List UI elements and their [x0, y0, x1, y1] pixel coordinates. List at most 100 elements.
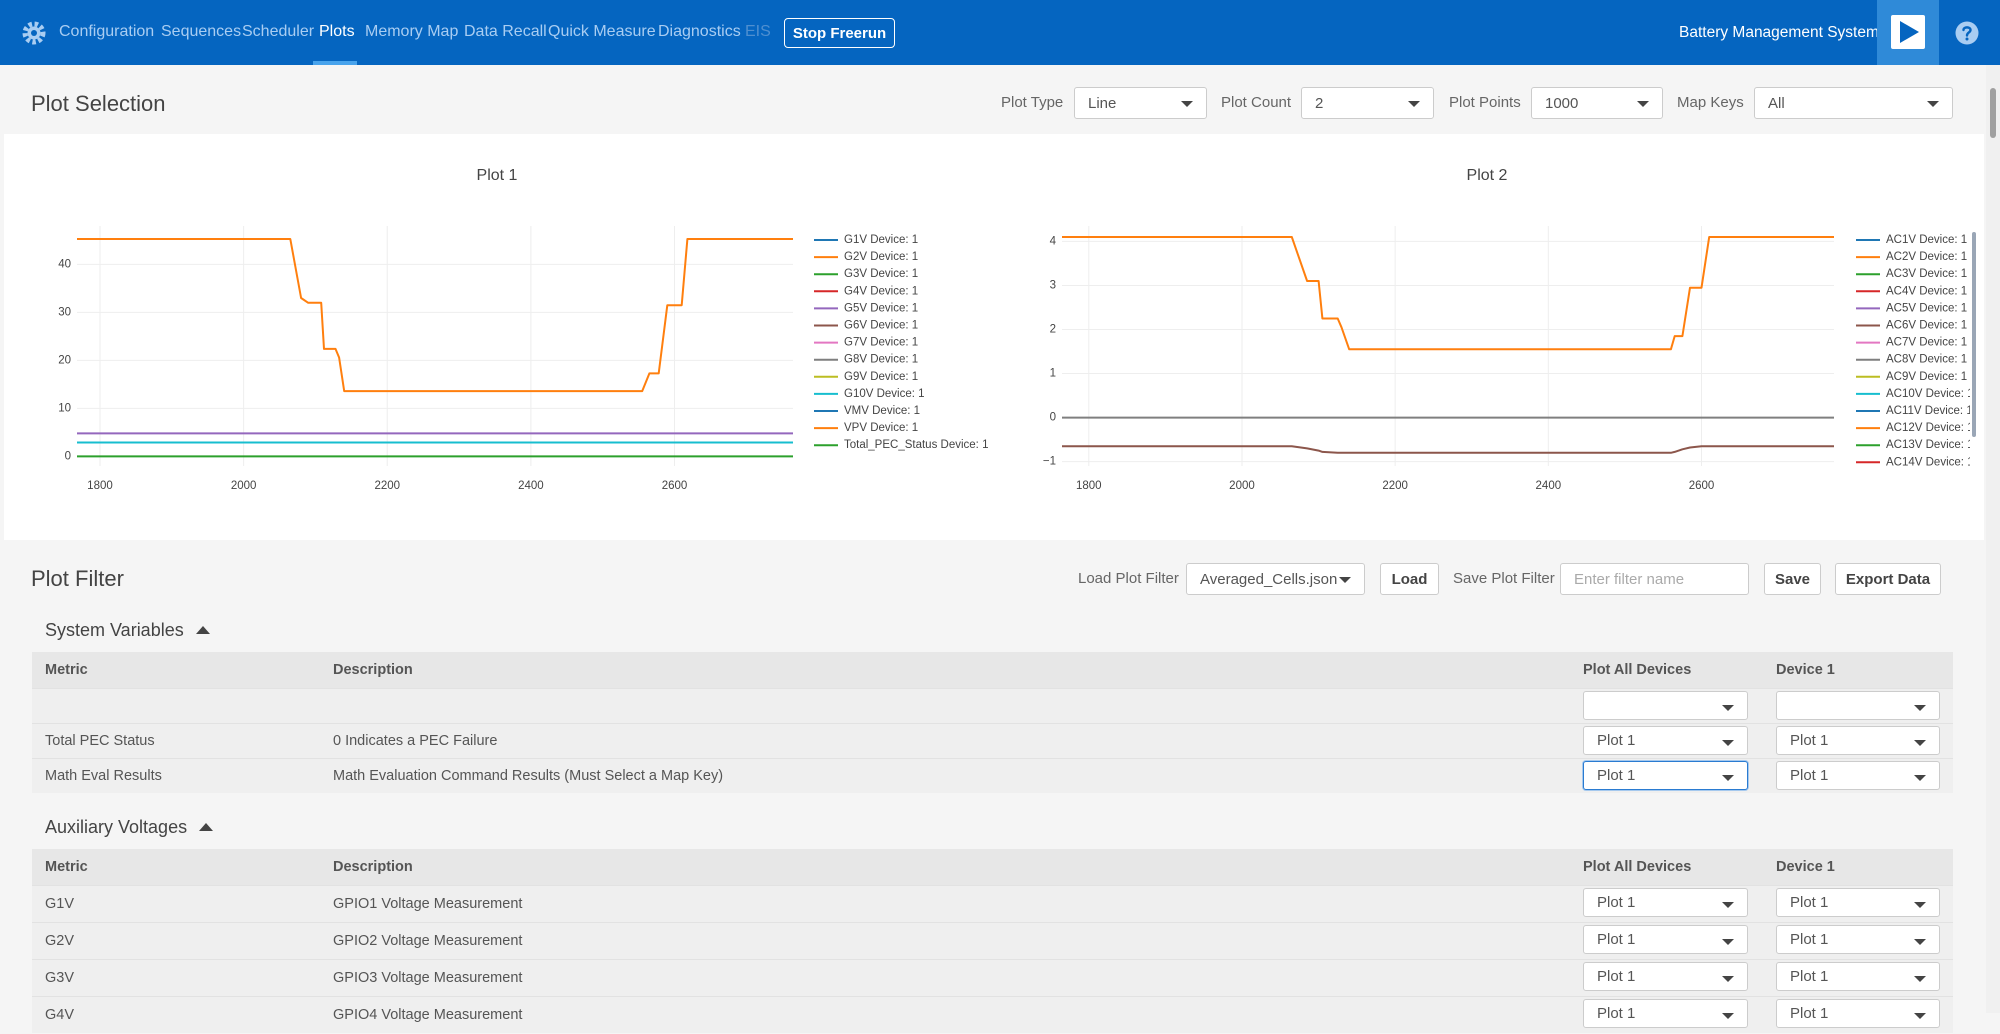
plot-select[interactable]: Plot 1 [1776, 726, 1940, 755]
control-label: Save Plot Filter [1453, 570, 1555, 587]
plot-select[interactable]: Plot 1 [1583, 925, 1748, 954]
legend-label: AC11V Device: 1 [1886, 405, 1970, 417]
metric: Total PEC Status [45, 733, 155, 749]
x-tick-label: 2400 [1536, 480, 1562, 492]
filter-name-input[interactable]: Enter filter name [1560, 563, 1749, 595]
plot-select[interactable] [1776, 691, 1940, 720]
legend-label: G9V Device: 1 [844, 371, 918, 383]
legend-label: Total_PEC_Status Device: 1 [844, 439, 988, 451]
help-icon[interactable] [1954, 20, 1980, 46]
column-header: Device 1 [1776, 662, 1835, 678]
legend-label: G8V Device: 1 [844, 354, 918, 366]
legend-label: G3V Device: 1 [844, 268, 918, 280]
section-title[interactable]: Auxiliary Voltages [45, 817, 187, 838]
column-header: Metric [45, 662, 88, 678]
legend-label: AC2V Device: 1 [1886, 251, 1967, 263]
table: MetricDescriptionPlot All DevicesDevice … [32, 652, 1953, 793]
load-button[interactable]: Load [1380, 563, 1439, 595]
y-tick-label: 20 [58, 354, 71, 366]
plot-select[interactable]: Plot 1 [1776, 888, 1940, 917]
legend-label: AC3V Device: 1 [1886, 268, 1967, 280]
plot-select[interactable]: Plot 1 [1583, 999, 1748, 1028]
control-label: Plot Type [1001, 94, 1063, 111]
legend-label: G4V Device: 1 [844, 285, 918, 297]
nav-item[interactable]: Plots [319, 23, 355, 41]
plot-select[interactable]: Plot 1 [1583, 726, 1748, 755]
map-keys-select[interactable]: All [1754, 87, 1953, 119]
plot-select[interactable] [1583, 691, 1748, 720]
legend-label: G7V Device: 1 [844, 337, 918, 349]
save-button[interactable]: Save [1764, 563, 1821, 595]
stop-button[interactable]: Stop Freerun [784, 18, 895, 48]
collapse-arrow[interactable] [199, 823, 213, 831]
run-button[interactable] [1877, 0, 1939, 65]
scrollbar-thumb[interactable] [1990, 88, 1996, 138]
control-label: Load Plot Filter [1078, 570, 1179, 587]
plot-count-select[interactable]: 2 [1301, 87, 1434, 119]
nav-item[interactable]: Sequences [161, 23, 241, 41]
plot-select[interactable]: Plot 1 [1583, 962, 1748, 991]
plot-select[interactable]: Plot 1 [1776, 925, 1940, 954]
plot-select[interactable]: Plot 1 [1583, 761, 1748, 790]
run-icon [1877, 0, 1939, 65]
x-tick-label: 1800 [87, 480, 113, 492]
legend-label: AC5V Device: 1 [1886, 302, 1967, 314]
legend-label: AC10V Device: 1 [1886, 388, 1970, 400]
legend-scrollbar[interactable] [1972, 232, 1976, 437]
nav-item[interactable]: Memory Map [365, 23, 458, 41]
plot-select[interactable]: Plot 1 [1776, 962, 1940, 991]
section-title[interactable]: System Variables [45, 620, 184, 641]
settings-icon[interactable] [21, 20, 47, 46]
plot-type-select[interactable]: Line [1074, 87, 1207, 119]
plot-select[interactable]: Plot 1 [1583, 888, 1748, 917]
section-title: Plot Filter [31, 566, 124, 592]
top-nav: Configuration Sequences Scheduler Plots … [0, 0, 2000, 65]
description: GPIO3 Voltage Measurement [333, 970, 522, 986]
x-tick-label: 2000 [231, 480, 257, 492]
plot-select[interactable]: Plot 1 [1776, 761, 1940, 790]
plot-select[interactable]: Plot 1 [1776, 999, 1940, 1028]
export-button[interactable]: Export Data [1835, 563, 1941, 595]
nav-item[interactable]: Data Recall [464, 23, 547, 41]
x-tick-label: 2600 [1689, 480, 1715, 492]
y-tick-label: 40 [58, 258, 71, 270]
plot-points-select[interactable]: 1000 [1531, 87, 1663, 119]
legend-label: AC6V Device: 1 [1886, 320, 1967, 332]
metric: Math Eval Results [45, 768, 162, 784]
x-tick-label: 1800 [1076, 480, 1102, 492]
legend-label: AC12V Device: 1 [1886, 422, 1970, 434]
table-row [32, 688, 1953, 724]
table-row [32, 723, 1953, 759]
x-tick-label: 2000 [1229, 480, 1255, 492]
description: Math Evaluation Command Results (Must Se… [333, 768, 723, 784]
nav-item[interactable]: Diagnostics [658, 23, 741, 41]
column-header: Plot All Devices [1583, 662, 1691, 678]
nav-item[interactable]: Quick Measure [548, 23, 656, 41]
y-tick-label: 0 [1050, 412, 1056, 424]
column-header: Plot All Devices [1583, 859, 1691, 875]
y-tick-label: 4 [1050, 235, 1057, 247]
control-label: Map Keys [1677, 94, 1744, 111]
x-tick-label: 2400 [518, 480, 544, 492]
description: GPIO1 Voltage Measurement [333, 896, 522, 912]
load-filter-select[interactable]: Averaged_Cells.json [1186, 563, 1365, 595]
legend-label: VMV Device: 1 [844, 405, 920, 417]
y-tick-label: −1 [1043, 456, 1056, 468]
nav-item[interactable]: Configuration [59, 23, 154, 41]
description: GPIO2 Voltage Measurement [333, 933, 522, 949]
legend-label: AC8V Device: 1 [1886, 354, 1967, 366]
collapse-arrow[interactable] [196, 626, 210, 634]
legend-label: AC14V Device: 1 [1886, 456, 1970, 468]
column-header: Device 1 [1776, 859, 1835, 875]
active-underline [313, 61, 357, 65]
page-scrollbar [1986, 65, 2000, 1013]
y-tick-label: 0 [65, 450, 71, 462]
nav-item[interactable]: Scheduler [242, 23, 314, 41]
y-tick-label: 1 [1050, 368, 1056, 380]
series-line [1062, 446, 1834, 453]
series-line [1062, 237, 1834, 349]
legend-label: G2V Device: 1 [844, 251, 918, 263]
legend-label: G5V Device: 1 [844, 302, 918, 314]
chart-title: Plot 2 [1467, 167, 1508, 184]
legend-label: VPV Device: 1 [844, 422, 918, 434]
